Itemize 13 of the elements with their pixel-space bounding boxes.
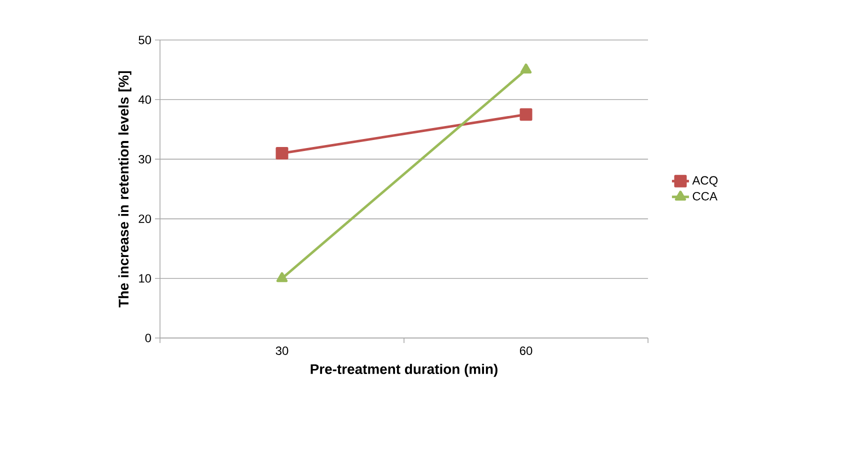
y-tick-label: 30 [138, 154, 152, 164]
x-axis-title: Pre-treatment duration (min) [310, 364, 498, 377]
point [276, 146, 288, 160]
legend-label: CCA [692, 192, 718, 200]
y-tick-label: 20 [138, 214, 152, 224]
point [520, 108, 532, 121]
legend-label: ACQ [692, 176, 718, 187]
y-tick-label: 10 [139, 274, 152, 283]
y-tick-label: 50 [138, 36, 152, 44]
y-tick-label: 40 [138, 95, 152, 104]
x-tick-label: 60 [520, 346, 532, 355]
y-axis-title: The increase in retention levels [%] [118, 71, 132, 308]
y-tick-label: 0 [145, 334, 152, 342]
